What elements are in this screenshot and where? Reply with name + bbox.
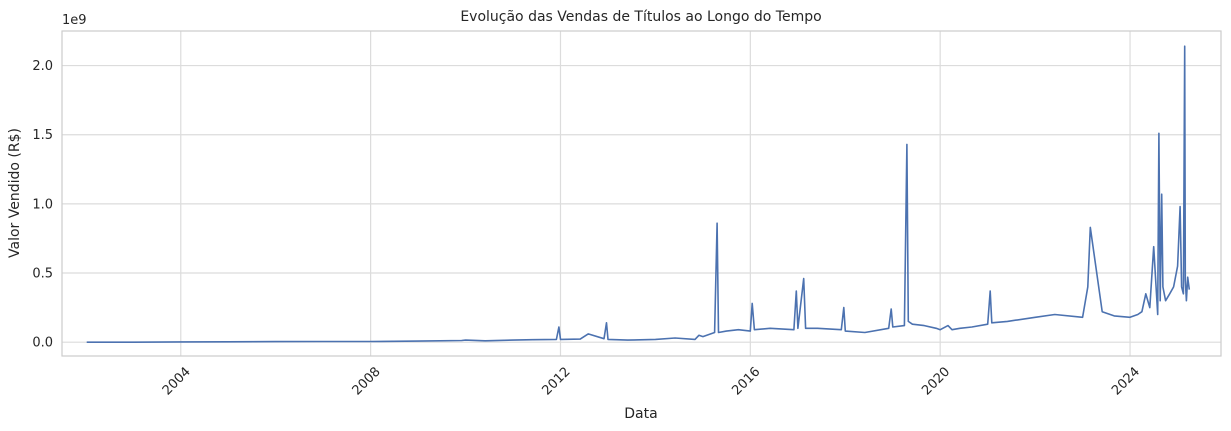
y-axis-label: Valor Vendido (R$)	[7, 128, 23, 258]
chart-title: Evolução das Vendas de Títulos ao Longo …	[460, 9, 821, 25]
x-tick-labels: 2004 2008 2012 2016 2020 2024	[160, 364, 1143, 398]
x-tick-label: 2004	[160, 364, 194, 398]
y-tick-label: 2.0	[32, 59, 53, 74]
x-tick-label: 2012	[540, 364, 574, 398]
x-tick-label: 2020	[919, 364, 953, 398]
x-axis-label: Data	[624, 406, 657, 422]
x-tick-label: 2008	[350, 364, 384, 398]
series-layer	[86, 45, 1191, 344]
series-line	[86, 45, 1191, 344]
plot-frame	[61, 30, 1222, 357]
y-tick-label: 0.5	[32, 267, 53, 282]
grid-lines	[62, 31, 1221, 356]
y-tick-label: 1.0	[32, 197, 53, 212]
y-offset-label: 1e9	[62, 13, 87, 28]
y-tick-labels: 0.0 0.5 1.0 1.5 2.0	[32, 59, 53, 351]
x-tick-label: 2024	[1109, 364, 1143, 398]
x-tick-label: 2016	[729, 364, 763, 398]
y-tick-label: 1.5	[32, 128, 53, 143]
y-tick-label: 0.0	[32, 336, 53, 351]
